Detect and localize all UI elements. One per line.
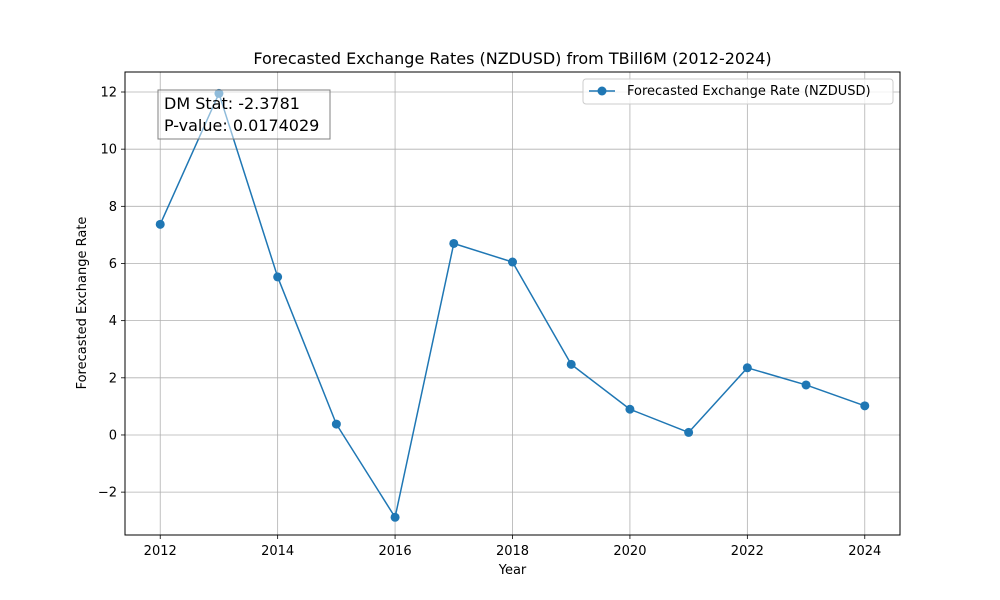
x-tick-label: 2014	[261, 544, 294, 559]
data-point	[742, 363, 752, 373]
data-point	[625, 404, 635, 414]
y-tick-label: 0	[109, 428, 117, 443]
x-tick-label: 2012	[144, 544, 177, 559]
stats-annotation: DM Stat: -2.3781 P-value: 0.0174029	[157, 89, 331, 140]
y-tick-label: 12	[100, 86, 117, 101]
y-tick-label: 8	[109, 200, 117, 215]
y-axis-ticks: −2 0 2 4 6 8 10 12	[98, 86, 125, 501]
stats-annotation-box	[157, 89, 331, 140]
grid	[125, 72, 900, 535]
data-point	[449, 238, 459, 248]
data-point	[390, 512, 400, 522]
legend-box	[582, 78, 894, 105]
x-tick-label: 2024	[848, 544, 881, 559]
x-tick-label: 2016	[379, 544, 412, 559]
data-point	[155, 219, 165, 229]
data-point	[331, 419, 341, 429]
series-points	[155, 88, 870, 522]
dm-stat-text: DM Stat: -2.3781	[164, 94, 300, 113]
x-axis-label: Year	[498, 563, 527, 578]
y-tick-label: 6	[109, 257, 117, 272]
x-axis-ticks: 2012 2014 2016 2018 2020 2022 2024	[144, 535, 881, 559]
legend: Forecasted Exchange Rate (NZDUSD)	[582, 78, 894, 105]
y-tick-label: 4	[109, 314, 117, 329]
legend-label: Forecasted Exchange Rate (NZDUSD)	[627, 84, 871, 99]
y-axis-label: Forecasted Exchange Rate	[75, 217, 90, 390]
data-point	[508, 257, 517, 267]
data-point	[860, 401, 870, 411]
legend-marker-swatch	[597, 86, 607, 96]
data-point	[566, 359, 576, 369]
data-point	[684, 427, 694, 437]
data-point	[273, 272, 283, 282]
x-tick-label: 2020	[613, 544, 646, 559]
data-point	[801, 380, 811, 390]
x-tick-label: 2018	[496, 544, 529, 559]
y-tick-label: 10	[100, 143, 117, 158]
y-tick-label: −2	[98, 486, 117, 501]
x-tick-label: 2022	[731, 544, 764, 559]
p-value-text: P-value: 0.0174029	[164, 116, 319, 135]
chart-title: Forecasted Exchange Rates (NZDUSD) from …	[253, 49, 771, 68]
y-tick-label: 2	[109, 371, 117, 386]
